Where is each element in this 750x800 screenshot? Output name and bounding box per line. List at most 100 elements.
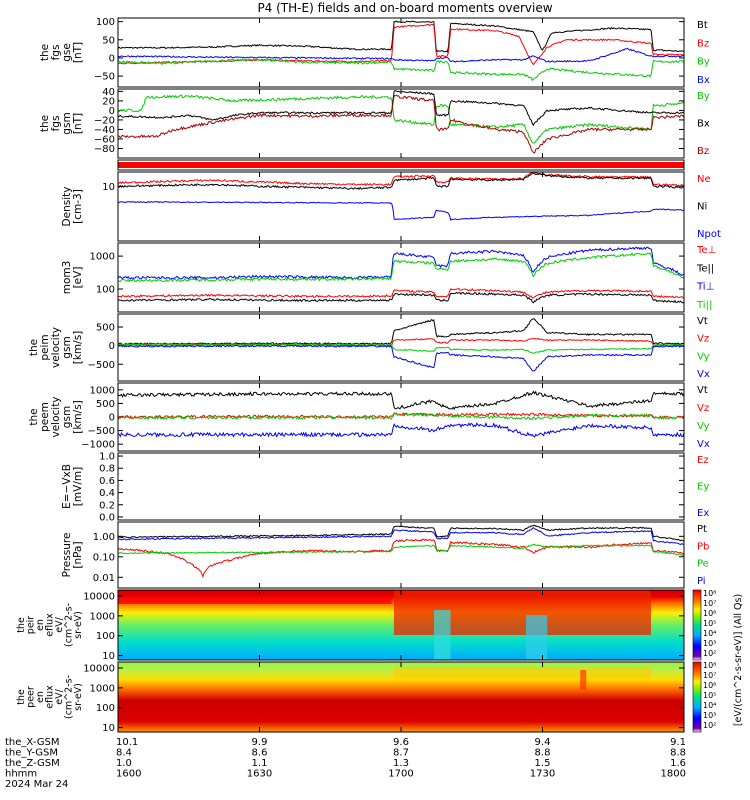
ephemeris-value: 1800 bbox=[661, 769, 686, 780]
date-label: 2024 Mar 24 bbox=[5, 779, 68, 790]
colorbar-tick-label: 10⁷ bbox=[703, 599, 716, 608]
y-axis-label: peir bbox=[26, 616, 37, 635]
y-axis-label: eV/ bbox=[54, 616, 65, 632]
panel-peir-en-eflux: 10000 1000 100 10 thepeirenefluxeV/(cm^2-s-s… bbox=[16, 589, 685, 662]
legend-entry: Bz bbox=[697, 146, 709, 157]
series-By bbox=[118, 58, 684, 82]
y-tick-label: 0 bbox=[109, 413, 115, 424]
y-tick-label: 1.00 bbox=[93, 532, 115, 543]
y-tick-label: 10 bbox=[102, 723, 115, 734]
y-axis-label: gsm bbox=[61, 406, 73, 428]
y-tick-label: 0.8 bbox=[99, 464, 115, 475]
series-Vx bbox=[118, 421, 684, 438]
panel-peem-velocity: 1000 500 0 −500 −1000 the peem velocity gsm [km/s… bbox=[28, 382, 710, 452]
legend-entry: Ey bbox=[697, 482, 709, 493]
panel-density: 10 Density [cm-3] Ne Ni Npot bbox=[61, 171, 721, 242]
y-axis-label: [mV/m] bbox=[72, 467, 84, 506]
y-axis-label: gsm bbox=[61, 112, 73, 134]
ephemeris-value: 8.8 bbox=[670, 748, 686, 759]
y-axis-label: mom3 bbox=[61, 261, 73, 295]
legend-entry: Pt bbox=[697, 524, 707, 535]
legend-entry: Bt bbox=[697, 20, 708, 31]
legend-entry: Pe bbox=[697, 559, 709, 570]
y-tick-label: −1000 bbox=[81, 440, 115, 451]
y-axis-label: fgs bbox=[50, 45, 62, 61]
colorbar-tick-label: 10³ bbox=[703, 711, 716, 720]
ephemeris-label: the_Y-GSM bbox=[5, 748, 58, 759]
series-Vt bbox=[118, 318, 684, 346]
panel-peim-velocity: 500 0 −500 the peim velocity gsm [km/s] Vt Vz Vy Vx bbox=[28, 313, 710, 382]
ephemeris-value: 9.9 bbox=[252, 737, 268, 748]
y-axis-label: [km/s] bbox=[72, 400, 84, 434]
panel-frame bbox=[117, 521, 685, 589]
panel-frame bbox=[117, 589, 685, 661]
y-tick-label: −40 bbox=[94, 125, 115, 136]
series-Pe bbox=[118, 543, 684, 556]
legend-entry: Te|| bbox=[696, 263, 714, 274]
y-tick-label: 10000 bbox=[83, 663, 115, 674]
legend-entry: Vz bbox=[697, 334, 709, 345]
y-tick-label: 0 bbox=[109, 53, 115, 64]
ephemeris-value: 1.3 bbox=[393, 758, 409, 769]
panel-temperature: 1000 100 mom3 [eV] Te⊥ Te|| Ti⊥ Ti|| bbox=[61, 242, 716, 313]
y-axis-label: peem bbox=[39, 402, 51, 432]
legend-entry: Bz bbox=[697, 38, 709, 49]
panel-frame bbox=[117, 452, 685, 521]
y-axis-label: velocity bbox=[50, 327, 62, 368]
y-tick-label: 100 bbox=[96, 703, 115, 714]
y-axis-label: the bbox=[28, 408, 40, 425]
legend-entry: Bx bbox=[697, 75, 710, 86]
y-tick-label: −500 bbox=[88, 360, 115, 371]
series-Vy bbox=[118, 412, 684, 421]
y-axis-label: [eV] bbox=[72, 267, 84, 289]
y-tick-label: 1000 bbox=[90, 611, 115, 622]
y-tick-label: 10 bbox=[102, 182, 115, 193]
y-axis-label: en bbox=[35, 619, 46, 631]
ephemeris-value: 1730 bbox=[530, 769, 555, 780]
series-By bbox=[118, 94, 684, 144]
y-axis-label: gsm bbox=[61, 336, 73, 358]
y-axis-label: (cm^2-s- bbox=[64, 675, 75, 719]
colorbar-tick-label: 10⁶ bbox=[703, 609, 716, 618]
series-Vy bbox=[118, 343, 684, 354]
y-axis-label: (cm^2-s- bbox=[64, 603, 75, 647]
y-axis-label: fgs bbox=[50, 116, 62, 132]
series-Npot bbox=[118, 200, 684, 221]
y-tick-label: 0.01 bbox=[93, 573, 115, 584]
panel-frame bbox=[117, 171, 685, 242]
y-axis-label: velocity bbox=[50, 396, 62, 437]
colorbar-tick-label: 10⁴ bbox=[703, 629, 716, 638]
ephemeris-value: 1.1 bbox=[252, 758, 268, 769]
panel-frame bbox=[117, 382, 685, 452]
ephemeris-value: 1.5 bbox=[535, 758, 551, 769]
series-Ti|| bbox=[118, 252, 684, 283]
series-Ti⊥ bbox=[118, 246, 684, 281]
y-tick-label: 100 bbox=[96, 285, 115, 296]
chart-title: P4 (TH-E) fields and on-board moments ov… bbox=[257, 1, 552, 15]
y-tick-label: 0 bbox=[109, 341, 115, 352]
y-axis-label: sr-eV) bbox=[73, 611, 84, 639]
ephemeris-value: 9.1 bbox=[670, 737, 686, 748]
ephemeris-value: 8.8 bbox=[535, 748, 551, 759]
y-tick-label: −80 bbox=[94, 144, 115, 155]
series-Te|| bbox=[118, 291, 684, 304]
y-tick-label: 0.2 bbox=[99, 500, 115, 511]
ephemeris-value: 8.6 bbox=[252, 748, 268, 759]
panel-frame bbox=[117, 88, 685, 159]
legend-entry: Ne bbox=[697, 174, 711, 185]
series-Vx bbox=[118, 344, 684, 372]
y-axis-label: sr-eV) bbox=[73, 683, 84, 711]
ephemeris-value: 9.6 bbox=[393, 737, 409, 748]
y-axis-label: peer bbox=[26, 686, 37, 708]
legend-entry: Pi bbox=[697, 576, 706, 587]
y-axis-label: gse bbox=[61, 43, 73, 62]
legend-entry: Vx bbox=[697, 369, 710, 380]
ephemeris-value: 8.4 bbox=[116, 748, 132, 759]
ephemeris-value: 10.1 bbox=[116, 737, 138, 748]
y-axis-label: the bbox=[16, 689, 27, 705]
ephemeris-value: 1700 bbox=[388, 769, 413, 780]
y-tick-label: −50 bbox=[94, 72, 115, 83]
ephemeris-label: hhmm bbox=[5, 769, 37, 780]
